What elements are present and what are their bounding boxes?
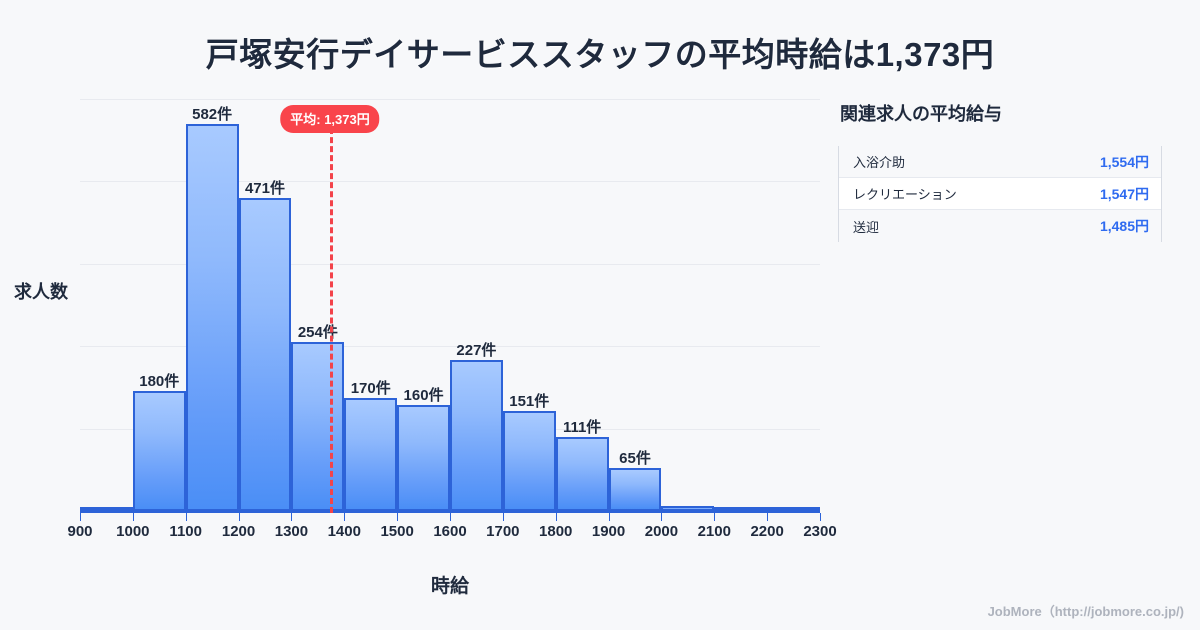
related-job-row[interactable]: 入浴介助 1,554円 <box>839 146 1161 178</box>
x-tick-label: 1400 <box>327 523 361 540</box>
gridline <box>80 346 820 348</box>
x-tick-mark <box>555 513 557 521</box>
x-tick-label: 1900 <box>591 523 626 540</box>
related-job-row[interactable]: レクリエーション 1,547円 <box>839 178 1161 210</box>
x-tick-mark <box>397 513 399 521</box>
x-tick-mark <box>80 513 81 521</box>
x-tick-mark <box>344 513 346 521</box>
x-tick-mark <box>661 513 663 521</box>
bar-value-label: 151件 <box>509 392 550 410</box>
histogram-bar <box>450 360 503 511</box>
related-jobs-table: 入浴介助 1,554円レクリエーション 1,547円送迎 1,485円 <box>838 146 1162 242</box>
related-job-label: 送迎 <box>853 219 880 235</box>
x-axis-title: 時給 <box>430 576 469 597</box>
related-job-row[interactable]: 送迎 1,485円 <box>839 210 1161 242</box>
x-tick-mark <box>185 513 187 521</box>
x-tick-mark <box>450 513 451 521</box>
histogram-bar <box>555 437 609 511</box>
x-tick-label: 1700 <box>486 523 520 540</box>
x-tick-label: 1800 <box>539 523 573 540</box>
histogram-bar <box>291 342 345 511</box>
bar-value-label: 180件 <box>139 373 180 391</box>
x-tick-label: 1000 <box>116 523 150 540</box>
histogram-bar <box>767 507 820 511</box>
page-title: 戸塚安行デイサービススタッフの平均時給は1,373円 <box>205 36 995 73</box>
x-tick-label: 900 <box>67 523 93 540</box>
gridline <box>80 181 820 183</box>
histogram-bar <box>397 404 450 511</box>
related-jobs-panel: 関連求人の平均給与 入浴介助 1,554円レクリエーション 1,547円送迎 1,48… <box>838 100 1168 242</box>
histogram-bar <box>714 507 768 511</box>
x-axis-line <box>80 511 820 513</box>
x-tick-label: 1100 <box>169 523 202 540</box>
bar-value-label: 471件 <box>244 180 285 197</box>
average-badge: 平均: 1,373円 <box>280 105 380 133</box>
x-tick-label: 2100 <box>697 523 731 540</box>
bar-value-label: 160件 <box>403 386 444 404</box>
sidebar-title: 関連求人の平均給与 <box>840 104 1002 124</box>
related-job-value: 1,485円 <box>1099 218 1149 234</box>
average-line <box>330 110 333 513</box>
x-tick-mark <box>291 513 293 521</box>
related-job-value: 1,554円 <box>1099 153 1149 170</box>
x-tick-mark <box>608 513 610 521</box>
x-tick-label: 2200 <box>750 523 784 540</box>
related-job-value: 1,547円 <box>1099 185 1149 202</box>
x-tick-label: 2000 <box>644 523 679 540</box>
related-job-label: レクリエーション <box>853 187 957 202</box>
y-axis-title: 求人数 <box>14 282 68 302</box>
bar-value-label: 582件 <box>192 106 233 124</box>
histogram-bar <box>608 467 662 511</box>
footer-credit: JobMore（http://jobmore.co.jp/) <box>987 604 1184 619</box>
x-tick-label: 1200 <box>221 523 256 540</box>
x-tick-mark <box>714 513 716 521</box>
x-tick-mark <box>502 513 504 521</box>
bar-value-label: 254件 <box>297 324 338 342</box>
x-tick-mark <box>132 513 134 521</box>
gridline <box>80 263 820 265</box>
x-tick-mark <box>820 513 821 521</box>
plot-area <box>80 99 820 512</box>
histogram-bar <box>185 124 239 511</box>
related-job-label: 入浴介助 <box>853 155 906 170</box>
bar-value-label: 227件 <box>456 342 497 360</box>
x-tick-label: 1500 <box>380 523 414 540</box>
gridline <box>80 99 820 100</box>
bar-value-label: 65件 <box>619 449 651 467</box>
x-tick-label: 2300 <box>803 523 837 540</box>
x-tick-label: 1600 <box>433 523 467 540</box>
histogram-bar <box>661 506 715 511</box>
histogram-bar <box>502 410 556 511</box>
histogram-bar <box>132 391 186 511</box>
x-tick-label: 1300 <box>274 523 309 540</box>
bar-value-label: 170件 <box>350 380 391 398</box>
x-tick-mark <box>238 513 240 521</box>
x-tick-mark <box>767 513 769 521</box>
bar-value-label: 111件 <box>562 419 602 437</box>
histogram-bar <box>80 507 133 511</box>
histogram-bar <box>238 198 292 511</box>
histogram-bar <box>344 398 398 511</box>
